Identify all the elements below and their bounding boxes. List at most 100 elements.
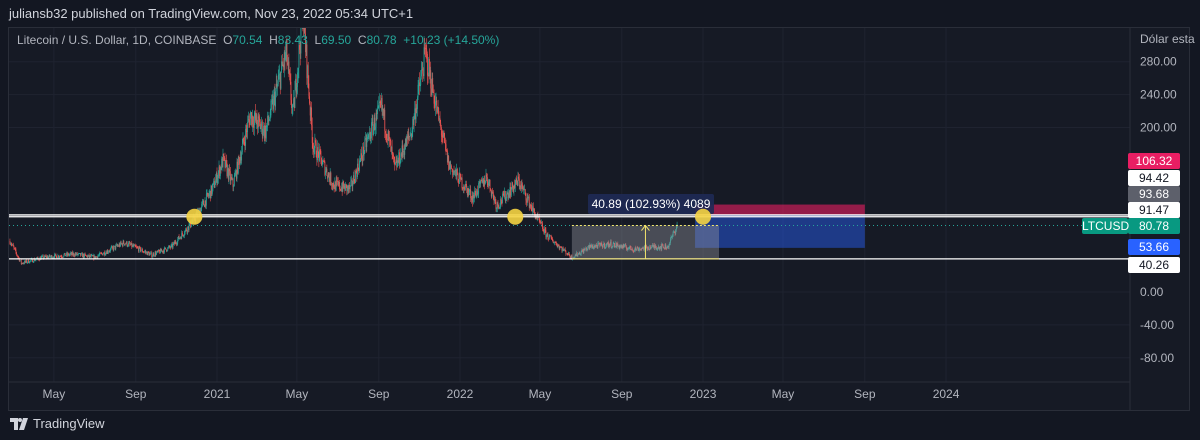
candle-body (28, 260, 29, 263)
candle-body (146, 251, 148, 255)
candle-body (41, 256, 43, 258)
candle-body (229, 171, 231, 181)
candle-body (49, 254, 51, 257)
x-tick-label: May (772, 387, 795, 401)
candle-body (445, 144, 447, 150)
candle-body (674, 231, 675, 233)
candle-body (590, 244, 591, 248)
candle-body (151, 252, 153, 258)
candle-body (350, 181, 352, 186)
candle-body (460, 174, 462, 180)
candle-body (175, 243, 177, 245)
candle-body (617, 243, 619, 246)
x-tick-label: Sep (611, 387, 633, 401)
candle-body (672, 232, 674, 237)
candle-body (310, 107, 312, 116)
marker-circle[interactable] (507, 208, 524, 225)
candle-body (12, 244, 13, 246)
candle-body (121, 243, 123, 245)
candle-body (379, 101, 380, 103)
marker-circle[interactable] (695, 208, 712, 225)
candle-body (476, 189, 478, 197)
candle-body (330, 172, 332, 185)
candle-body (494, 198, 496, 202)
candle-body (456, 169, 458, 176)
candle-body (211, 185, 213, 194)
candle-body (527, 197, 529, 199)
candle-body (446, 150, 448, 163)
candle-body (317, 147, 319, 153)
candle-body (634, 247, 636, 251)
candle-body (32, 261, 34, 263)
candle-body (566, 253, 567, 255)
candle-body (285, 52, 286, 60)
candle-body (422, 73, 424, 77)
candle-body (37, 257, 39, 259)
candle-body (480, 180, 482, 184)
candle-body (442, 132, 444, 138)
candle-body (92, 255, 93, 257)
candle-body (658, 246, 659, 248)
open-label: O (223, 33, 233, 47)
candle-body (375, 112, 377, 127)
candle-body (233, 176, 235, 187)
candle-body (407, 136, 408, 139)
candle-body (92, 255, 94, 257)
candle-body (642, 247, 644, 249)
candle-body (186, 230, 188, 233)
candle-body (667, 245, 669, 248)
stop-zone[interactable] (695, 214, 865, 248)
candle-body (286, 40, 288, 63)
candle-body (63, 254, 65, 257)
candle-body (184, 230, 186, 234)
candle-body (175, 241, 177, 244)
candle-body (78, 253, 80, 255)
candle-body (317, 147, 318, 161)
candle-body (504, 191, 506, 198)
candle-body (358, 169, 360, 171)
candle-body (259, 121, 261, 129)
candle-body (28, 262, 30, 264)
candle-body (351, 179, 353, 187)
candle-body (550, 235, 552, 239)
candle-body (325, 168, 327, 171)
candle-body (626, 247, 627, 249)
candle-body (313, 147, 314, 153)
price-label: 93.68 (1128, 186, 1180, 202)
candle-body (513, 184, 515, 192)
candle-body (362, 146, 364, 161)
candle-body (148, 252, 150, 256)
candle-body (212, 183, 214, 188)
candle-body (516, 178, 518, 182)
candle-body (185, 228, 187, 231)
candle-body (658, 246, 660, 250)
x-tick-label: Sep (368, 387, 390, 401)
candle-body (293, 98, 295, 108)
target-zone[interactable] (695, 204, 865, 215)
candle-body (524, 189, 525, 190)
candle-body (230, 177, 232, 181)
candle-body (233, 186, 235, 187)
candle-body (266, 125, 268, 128)
chart-pane[interactable] (8, 27, 1190, 411)
candle-body (393, 156, 395, 160)
candle-body (432, 78, 434, 92)
candle-body (674, 232, 676, 234)
candle-body (163, 250, 165, 253)
candle-body (319, 149, 321, 152)
candle-body (231, 178, 233, 180)
candle-body (183, 235, 185, 237)
candle-body (413, 119, 414, 126)
candle-body (261, 121, 263, 127)
candle-body (607, 242, 609, 245)
candle-body (253, 124, 255, 128)
candle-body (54, 254, 56, 256)
candle-body (281, 61, 283, 67)
candle-body (332, 183, 334, 187)
tradingview-logo[interactable]: TradingView (10, 416, 105, 431)
marker-circle[interactable] (186, 208, 203, 225)
candle-body (482, 178, 484, 183)
candle-body (600, 242, 601, 246)
price-label: 94.42 (1128, 170, 1180, 186)
